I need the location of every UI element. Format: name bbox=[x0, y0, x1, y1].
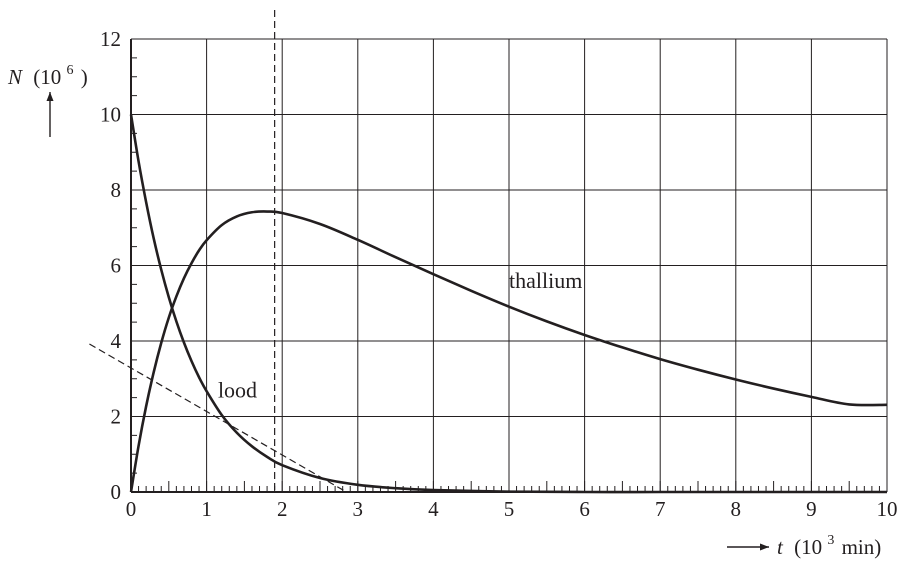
x-axis-unit-exponent: 3 bbox=[827, 533, 834, 548]
x-tick-label: 9 bbox=[806, 497, 817, 521]
x-axis-symbol: t bbox=[777, 535, 784, 559]
x-tick-label: 8 bbox=[731, 497, 742, 521]
x-tick-label: 6 bbox=[579, 497, 590, 521]
y-axis-title: N (10 6 ) bbox=[7, 55, 88, 137]
y-tick-label: 10 bbox=[100, 103, 121, 127]
series-label-lood: lood bbox=[218, 378, 257, 403]
series-line-thallium bbox=[129, 210, 888, 493]
y-axis-unit-close: ) bbox=[81, 65, 88, 89]
reference-lines bbox=[89, 10, 347, 493]
svg-text:t (10 3 min): t (10 3 min) bbox=[777, 525, 881, 559]
y-tick-label: 2 bbox=[111, 405, 122, 429]
series-label-thallium: thallium bbox=[509, 268, 582, 293]
y-axis-symbol: N bbox=[7, 65, 23, 89]
y-tick-label: 12 bbox=[100, 27, 121, 51]
svg-text:N (10 6 ): N (10 6 ) bbox=[7, 55, 88, 89]
x-tick-label: 7 bbox=[655, 497, 666, 521]
x-tick-label: 2 bbox=[277, 497, 288, 521]
x-tick-label: 4 bbox=[428, 497, 439, 521]
gridlines bbox=[131, 38, 888, 492]
y-tick-label: 0 bbox=[111, 480, 122, 504]
x-axis-title: t (10 3 min) bbox=[727, 525, 881, 559]
x-axis-unit-close: min) bbox=[842, 535, 882, 559]
tangent-line bbox=[89, 343, 347, 493]
axes bbox=[130, 39, 887, 493]
x-tick-label: 3 bbox=[353, 497, 364, 521]
y-axis-unit-open: (10 bbox=[33, 65, 61, 89]
x-tick-label: 1 bbox=[201, 497, 212, 521]
x-tick-label: 10 bbox=[877, 497, 898, 521]
series-annotations: lood thallium bbox=[218, 268, 582, 402]
minor-ticks bbox=[131, 57, 880, 492]
x-tick-label: 0 bbox=[126, 497, 137, 521]
y-tick-label: 8 bbox=[111, 178, 122, 202]
x-axis-unit-open: (10 bbox=[794, 535, 822, 559]
x-tick-label: 5 bbox=[504, 497, 515, 521]
y-tick-label: 6 bbox=[111, 254, 122, 278]
y-tick-label: 4 bbox=[111, 329, 122, 353]
y-axis-unit-exponent: 6 bbox=[67, 63, 74, 78]
